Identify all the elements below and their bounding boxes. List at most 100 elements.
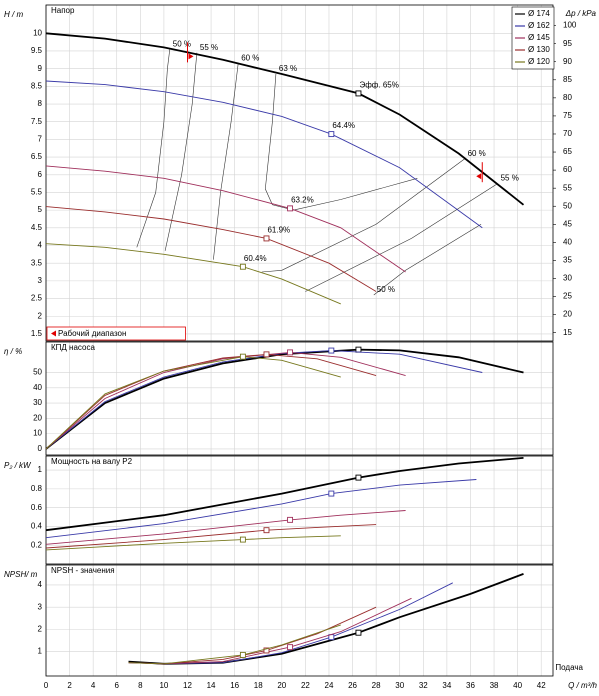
bep-marker [239,536,246,543]
y-tick-label: 4.5 [31,223,43,232]
panel-frame [45,564,554,677]
y2-tick-label: 90 [563,57,572,66]
operating-arrow [476,173,482,180]
y-tick-label: 3 [38,602,43,611]
y-axis-label: NPSH/ m [4,570,38,579]
y-tick-label: 30 [33,398,42,407]
bep-marker [287,516,294,523]
y-tick-label: 6 [38,170,43,179]
y-tick-label: 6.5 [31,152,43,161]
y-tick-label: 20 [33,413,42,422]
y-tick-label: 2 [38,311,43,320]
x-tick-label: 38 [490,681,499,690]
x-axis-label: Q / m³/h [568,681,597,690]
y2-axis-label: Δp / kPa [565,9,597,18]
x-tick-label: 0 [44,681,49,690]
y2-tick-label: 100 [563,21,577,30]
y2-tick-label: 50 [563,201,572,210]
y-tick-label: 3.5 [31,258,43,267]
x-tick-label: 40 [513,681,522,690]
y-tick-label: 8 [38,99,43,108]
y2-tick-label: 20 [563,310,572,319]
y-axis-label: η / % [4,347,22,356]
bep-marker [355,90,362,97]
panel-frame [45,455,554,565]
x-tick-label: 2 [67,681,72,690]
iso-label: 60 % [241,53,259,62]
x-tick-label: 42 [537,681,546,690]
legend-label: Ø 145 [528,33,550,42]
bep-marker [239,651,246,658]
y-tick-label: 4 [38,241,43,250]
y2-tick-label: 55 [563,183,572,192]
y2-tick-label: 70 [563,129,572,138]
series-line [45,243,341,305]
y-tick-label: 0 [38,444,43,453]
y-tick-label: 5 [38,205,43,214]
y-tick-label: 3 [38,276,43,285]
y-tick-label: 4 [38,580,43,589]
series-line [45,510,406,545]
y-axis-label: P₂ / kW [4,461,32,470]
operating-range-label: Рабочий диапазон [58,329,126,338]
legend-label: Ø 130 [528,45,550,54]
y2-tick-label: 40 [563,237,572,246]
x-tick-label: 16 [230,681,239,690]
operating-arrow [188,53,194,60]
bep-marker [355,474,362,481]
panel-title: КПД насоса [51,343,95,352]
series-line [45,353,377,450]
iso-efficiency-line [373,224,482,296]
y-tick-label: 7 [38,135,43,144]
y2-tick-label: 30 [563,274,572,283]
y-tick-label: 50 [33,368,42,377]
iso-label: 55 % [501,174,519,183]
bep-label: 61.9% [267,226,290,235]
y2-tick-label: 45 [563,219,572,228]
iso-label: 50 % [173,39,191,48]
bep-marker [328,490,335,497]
x-tick-label: 4 [91,681,96,690]
x-tick-label: 36 [466,681,475,690]
x-tick-label: 12 [183,681,192,690]
bep-marker [239,263,246,270]
bep-marker [263,235,270,242]
y2-tick-label: 25 [563,292,572,301]
bep-marker [239,353,246,360]
y-tick-label: 1.5 [31,329,43,338]
y-tick-label: 0.4 [31,522,43,531]
panel-frame [45,4,554,342]
iso-label: 50 % [377,285,395,294]
bep-marker [263,647,270,654]
x-tick-label: 32 [419,681,428,690]
y-tick-label: 8.5 [31,81,43,90]
legend-label: Ø 174 [528,9,550,18]
y-tick-label: 5.5 [31,188,43,197]
y-tick-label: 10 [33,28,42,37]
iso-efficiency-line [164,52,198,251]
series-line [45,348,524,450]
x-tick-label: 28 [372,681,381,690]
iso-efficiency-line [261,158,465,273]
bep-label: Эфф. 65% [359,81,398,90]
panel-frame [45,341,554,456]
bep-marker [263,351,270,358]
y-tick-label: 9.5 [31,46,43,55]
iso-label: 63 % [279,64,297,73]
series-line [45,356,341,450]
x-tick-label: 14 [207,681,216,690]
y-tick-label: 2.5 [31,294,43,303]
x-tick-label: 20 [277,681,286,690]
iso-label: 60 % [468,149,486,158]
series-line [45,80,483,229]
legend-label: Ø 120 [528,57,550,66]
x-tick-label: 6 [115,681,120,690]
bep-marker [287,644,294,651]
y-tick-label: 1 [38,465,43,474]
x-tick-label: 10 [159,681,168,690]
bep-label: 64.4% [332,121,355,130]
bep-label: 60.4% [244,254,267,263]
series-line [45,206,377,292]
y2-tick-label: 75 [563,111,572,120]
y2-tick-label: 95 [563,39,572,48]
